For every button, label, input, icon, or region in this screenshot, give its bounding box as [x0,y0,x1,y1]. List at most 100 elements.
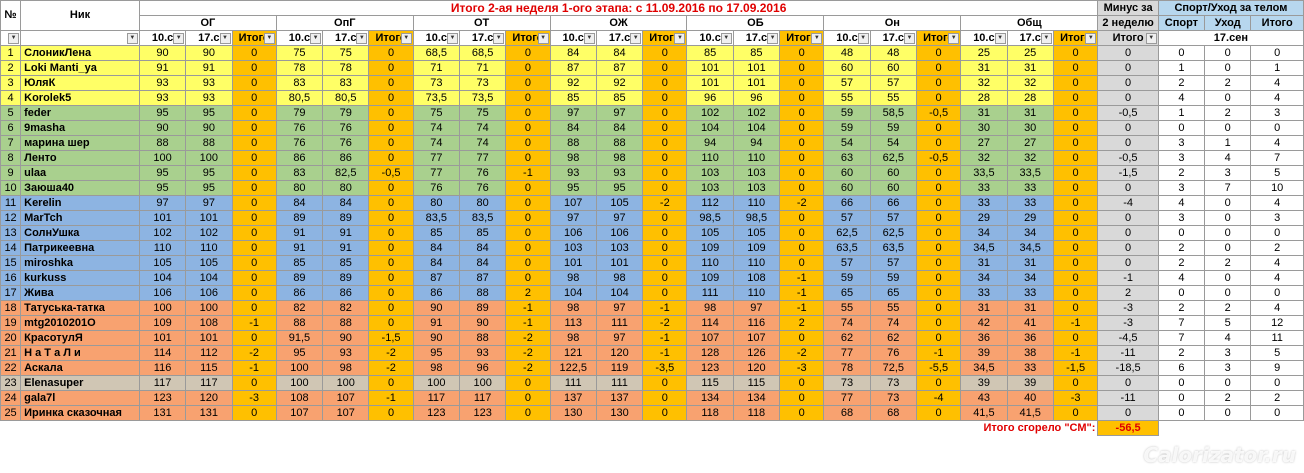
cell-measure[interactable]: 85 [275,255,324,271]
cell-itogo[interactable]: -1 [231,360,277,376]
cell-measure[interactable]: 104 [549,285,597,301]
filter-dropdown-icon[interactable]: ▼ [630,33,642,44]
cell-measure[interactable]: 91 [322,225,370,241]
cell-itogo[interactable]: 0 [368,285,414,301]
cell-measure[interactable]: 78 [823,360,871,376]
cell-measure[interactable]: 59 [823,270,871,286]
cell-measure[interactable]: 75 [412,105,460,121]
cell-measure[interactable]: 84 [549,45,597,61]
cell-itogo[interactable]: -2 [505,360,551,376]
row-number[interactable]: 12 [0,210,22,226]
cell-measure[interactable]: 98 [686,300,734,316]
cell-measure[interactable]: 34,5 [960,360,1008,376]
cell-itogo[interactable]: -1 [642,345,688,361]
cell-measure[interactable]: 54 [823,135,871,151]
cell-itogo[interactable]: -1 [505,315,551,331]
cell-measure[interactable]: 75 [322,45,370,61]
cell-measure[interactable]: 41,5 [1006,405,1054,421]
cell-minus[interactable]: -4,5 [1097,330,1159,346]
cell-itogo[interactable]: 0 [779,210,825,226]
cell-measure[interactable]: 109 [732,240,781,256]
cell-measure[interactable]: 98 [595,150,644,166]
cell-measure[interactable]: 90 [185,45,233,61]
cell-measure[interactable]: 73 [869,375,917,391]
cell-measure[interactable]: 101 [686,60,734,76]
cell-sport-0[interactable]: 0 [1157,405,1206,421]
cell-itogo[interactable]: 0 [505,180,551,196]
cell-itogo[interactable]: 0 [779,120,825,136]
cell-measure[interactable]: 98 [549,150,597,166]
cell-sport-2[interactable]: 0 [1250,225,1304,241]
cell-measure[interactable]: 91 [412,315,460,331]
filter-dropdown-icon[interactable]: ▼ [994,33,1006,44]
cell-measure[interactable]: 100 [275,360,324,376]
row-nick[interactable]: ЮляК [20,75,140,91]
cell-itogo[interactable]: -4 [915,390,962,406]
cell-measure[interactable]: 93 [549,165,597,181]
cell-measure[interactable]: 32 [960,75,1008,91]
cell-measure[interactable]: 76 [458,165,507,181]
cell-measure[interactable]: 108 [275,390,324,406]
cell-measure[interactable]: 97 [549,105,597,121]
cell-measure[interactable]: 34 [960,270,1008,286]
cell-measure[interactable]: 98 [549,330,597,346]
cell-measure[interactable]: 60 [823,180,871,196]
cell-itogo[interactable]: 0 [642,270,688,286]
cell-sport-1[interactable]: 3 [1204,345,1252,361]
cell-itogo[interactable]: 0 [779,255,825,271]
cell-measure[interactable]: 108 [732,270,781,286]
group-header-4[interactable]: ОБ [686,15,825,31]
cell-measure[interactable]: 42 [960,315,1008,331]
filter-sub-0-1[interactable]: 17.с ▼ [185,30,233,46]
filter-sub-3-2[interactable]: Итого ▼ [642,30,688,46]
cell-measure[interactable]: 39 [960,375,1008,391]
filter-sub-1-0[interactable]: 10.с ▼ [275,30,324,46]
cell-measure[interactable]: 31 [1006,255,1054,271]
cell-measure[interactable]: 80 [322,180,370,196]
cell-itogo[interactable]: 0 [1052,375,1099,391]
cell-itogo[interactable]: 0 [231,105,277,121]
cell-minus[interactable]: 0 [1097,375,1159,391]
cell-measure[interactable]: 104 [138,270,187,286]
cell-itogo[interactable]: 0 [231,210,277,226]
filter-sub-3-0[interactable]: 10.с ▼ [549,30,597,46]
filter-dropdown-icon[interactable]: ▼ [446,33,458,44]
cell-measure[interactable]: 77 [823,345,871,361]
cell-measure[interactable]: 86 [275,150,324,166]
cell-itogo[interactable]: 0 [915,270,962,286]
row-nick[interactable]: Elenasuper [20,375,140,391]
cell-measure[interactable]: 118 [732,405,781,421]
cell-measure[interactable]: 60 [823,165,871,181]
cell-sport-1[interactable]: 0 [1204,375,1252,391]
filter-sub-2-0[interactable]: 10.с ▼ [412,30,460,46]
cell-itogo[interactable]: 2 [505,285,551,301]
filter-sub-4-0[interactable]: 10.с ▼ [686,30,734,46]
row-nick[interactable]: miroshka [20,255,140,271]
cell-measure[interactable]: 120 [185,390,233,406]
cell-minus[interactable]: -0,5 [1097,150,1159,166]
cell-itogo[interactable]: 0 [231,330,277,346]
cell-measure[interactable]: 33 [960,285,1008,301]
cell-itogo[interactable]: 0 [1052,60,1099,76]
row-nick[interactable]: Иринка сказочная [20,405,140,421]
filter-dropdown-icon[interactable]: ▼ [400,33,412,44]
cell-itogo[interactable]: 0 [642,240,688,256]
cell-measure[interactable]: 86 [275,285,324,301]
cell-sport-2[interactable]: 5 [1250,345,1304,361]
cell-measure[interactable]: 98,5 [686,210,734,226]
filter-sub-1-1[interactable]: 17.с ▼ [322,30,370,46]
group-header-3[interactable]: ОЖ [549,15,688,31]
cell-sport-0[interactable]: 2 [1157,165,1206,181]
cell-sport-0[interactable]: 2 [1157,255,1206,271]
cell-measure[interactable]: 32 [1006,150,1054,166]
cell-measure[interactable]: 88 [595,135,644,151]
cell-measure[interactable]: 110 [686,255,734,271]
cell-measure[interactable]: 33,5 [960,165,1008,181]
cell-measure[interactable]: 40 [1006,390,1054,406]
cell-itogo[interactable]: 0 [642,120,688,136]
row-number[interactable]: 14 [0,240,22,256]
cell-itogo[interactable]: -1 [1052,345,1099,361]
filter-dropdown-icon[interactable]: ▼ [493,33,505,44]
cell-itogo[interactable]: 0 [368,75,414,91]
cell-measure[interactable]: 112 [185,345,233,361]
